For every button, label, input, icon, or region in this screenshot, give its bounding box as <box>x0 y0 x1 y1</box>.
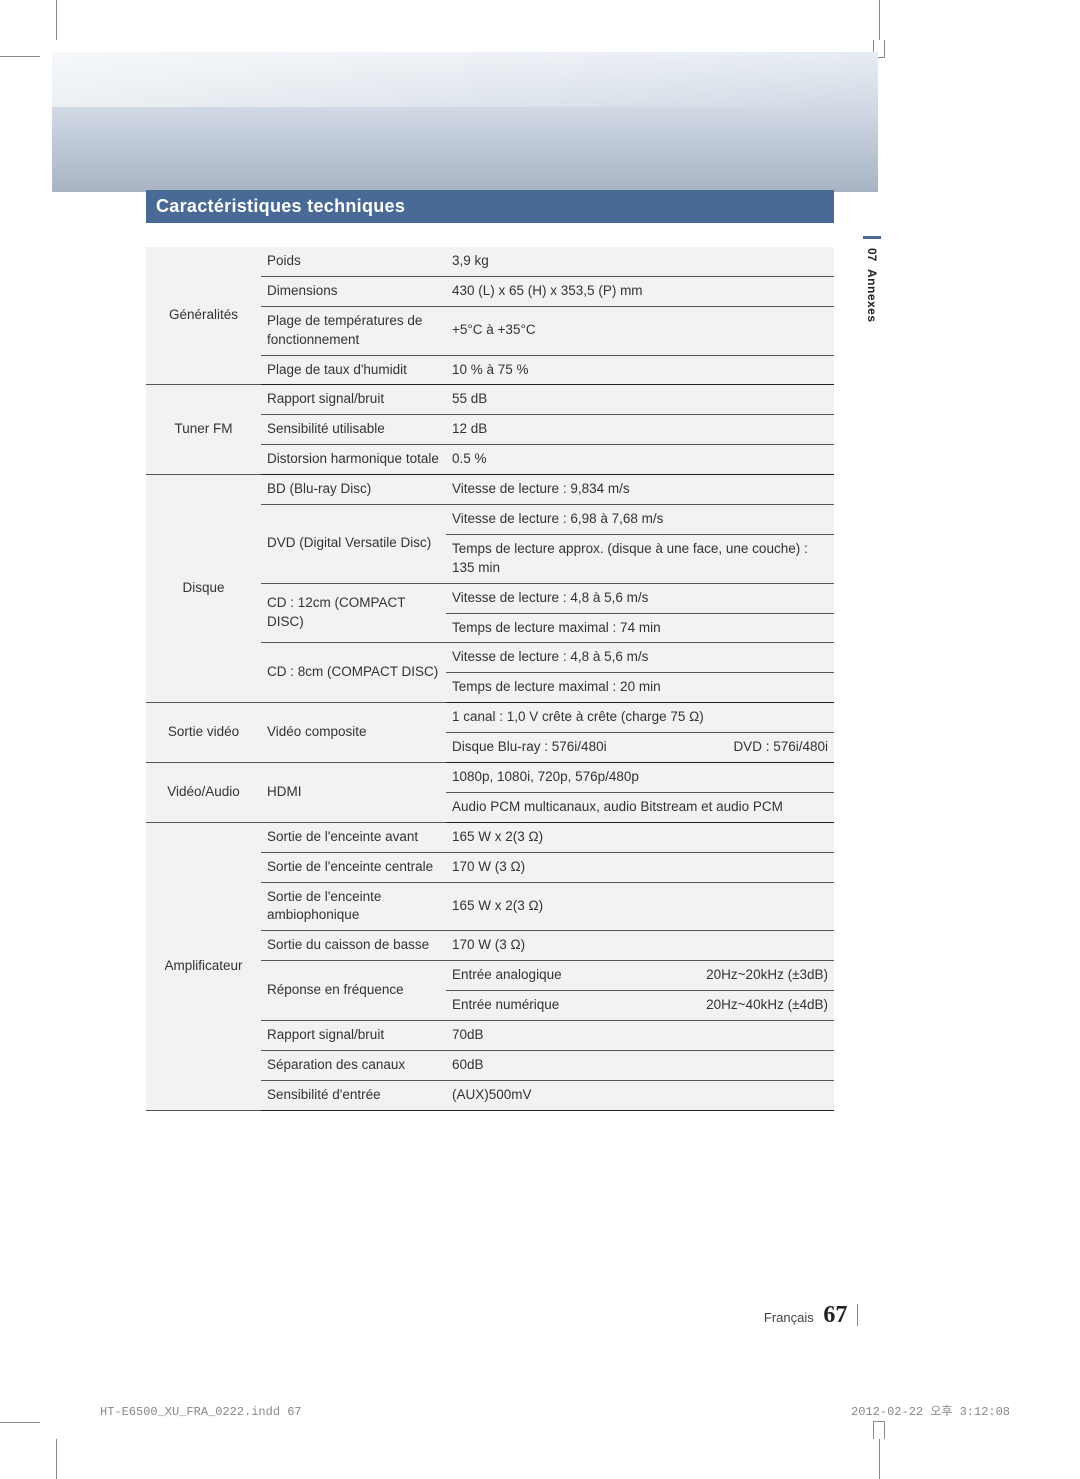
row-label: Sortie de l'enceinte centrale <box>261 852 446 882</box>
row-value: Vitesse de lecture : 4,8 à 5,6 m/s <box>446 583 834 613</box>
cat-vout: Sortie vidéo <box>146 703 261 763</box>
cat-general: Généralités <box>146 247 261 385</box>
row-label: Vidéo composite <box>261 703 446 763</box>
spec-content: Caractéristiques techniques Généralités … <box>146 190 834 1111</box>
row-label: Sensibilité d'entrée <box>261 1080 446 1110</box>
row-value: 12 dB <box>446 415 834 445</box>
row-value: Disque Blu-ray : 576i/480iDVD : 576i/480… <box>446 733 834 763</box>
row-value: Entrée numérique20Hz~40kHz (±4dB) <box>446 991 834 1021</box>
row-value: 1080p, 1080i, 720p, 576p/480p <box>446 763 834 793</box>
row-label: Sensibilité utilisable <box>261 415 446 445</box>
row-value: 165 W x 2(3 Ω) <box>446 822 834 852</box>
row-value: Temps de lecture approx. (disque à une f… <box>446 534 834 583</box>
row-value: 165 W x 2(3 Ω) <box>446 882 834 931</box>
row-value: Vitesse de lecture : 6,98 à 7,68 m/s <box>446 505 834 535</box>
row-value: 60dB <box>446 1050 834 1080</box>
page-number: 67 <box>823 1302 847 1328</box>
row-value: (AUX)500mV <box>446 1080 834 1110</box>
row-value: 55 dB <box>446 385 834 415</box>
row-value: 430 (L) x 65 (H) x 353,5 (P) mm <box>446 276 834 306</box>
cat-amp: Amplificateur <box>146 822 261 1110</box>
cat-tuner: Tuner FM <box>146 385 261 475</box>
row-value: 170 W (3 Ω) <box>446 931 834 961</box>
cat-disc: Disque <box>146 475 261 703</box>
spec-table: Généralités Poids 3,9 kg Dimensions 430 … <box>146 247 834 1111</box>
row-value: Vitesse de lecture : 4,8 à 5,6 m/s <box>446 643 834 673</box>
row-value: Vitesse de lecture : 9,834 m/s <box>446 475 834 505</box>
section-title: Caractéristiques techniques <box>146 190 834 223</box>
row-value: Entrée analogique20Hz~20kHz (±3dB) <box>446 961 834 991</box>
row-label: Plage de taux d'humidit <box>261 355 446 385</box>
cat-va: Vidéo/Audio <box>146 763 261 823</box>
row-value: 70dB <box>446 1021 834 1051</box>
side-chapter-num: 07 <box>865 248 879 261</box>
row-value: 0.5 % <box>446 445 834 475</box>
row-value: +5°C à +35°C <box>446 306 834 355</box>
side-chapter-label: Annexes <box>865 269 879 323</box>
row-label: BD (Blu-ray Disc) <box>261 475 446 505</box>
row-value: 1 canal : 1,0 V crête à crête (charge 75… <box>446 703 834 733</box>
row-label: Plage de températures de fonctionnement <box>261 306 446 355</box>
row-label: Sortie du caisson de basse <box>261 931 446 961</box>
row-label: CD : 12cm (COMPACT DISC) <box>261 583 446 643</box>
row-label: CD : 8cm (COMPACT DISC) <box>261 643 446 703</box>
row-value: Temps de lecture maximal : 20 min <box>446 673 834 703</box>
row-label: Rapport signal/bruit <box>261 1021 446 1051</box>
row-value: 10 % à 75 % <box>446 355 834 385</box>
row-label: Distorsion harmonique totale <box>261 445 446 475</box>
row-label: DVD (Digital Versatile Disc) <box>261 505 446 584</box>
row-value: 3,9 kg <box>446 247 834 276</box>
row-label: Poids <box>261 247 446 276</box>
row-label: Sortie de l'enceinte avant <box>261 822 446 852</box>
row-label: HDMI <box>261 763 446 823</box>
row-value: 170 W (3 Ω) <box>446 852 834 882</box>
print-slug-right: 2012-02-22 오후 3:12:08 <box>851 1402 1010 1419</box>
side-column: 07 Annexes <box>861 230 883 328</box>
row-label: Dimensions <box>261 276 446 306</box>
row-label: Sortie de l'enceinte ambiophonique <box>261 882 446 931</box>
footer-language: Français 67 <box>764 1302 858 1329</box>
row-value: Temps de lecture maximal : 74 min <box>446 613 834 643</box>
row-label: Séparation des canaux <box>261 1050 446 1080</box>
row-value: Audio PCM multicanaux, audio Bitstream e… <box>446 792 834 822</box>
row-label: Rapport signal/bruit <box>261 385 446 415</box>
print-slug-left: HT-E6500_XU_FRA_0222.indd 67 <box>100 1405 302 1419</box>
row-label: Réponse en fréquence <box>261 961 446 1021</box>
